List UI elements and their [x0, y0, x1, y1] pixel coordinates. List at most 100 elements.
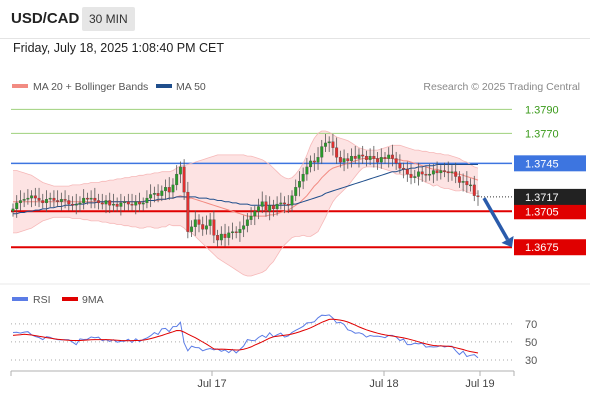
candle-body — [167, 187, 171, 193]
candle-body — [156, 193, 160, 196]
candle-body — [253, 211, 257, 217]
main-legend: MA 20 + Bollinger Bands MA 50 — [12, 81, 206, 93]
candle — [141, 197, 145, 211]
candle — [312, 153, 316, 172]
candle — [409, 163, 413, 185]
candle-body — [264, 201, 268, 212]
candle — [268, 196, 272, 221]
candle-body — [108, 200, 112, 206]
candle-body — [212, 219, 216, 236]
candles — [11, 133, 480, 247]
candle-body — [420, 171, 424, 175]
candle — [71, 196, 74, 211]
candle — [37, 187, 41, 208]
candle-body — [119, 202, 123, 207]
candle — [346, 153, 350, 169]
candle — [260, 191, 264, 214]
candle-body — [409, 173, 413, 178]
candle — [271, 199, 275, 217]
candle — [245, 213, 249, 233]
rsi-tick-label-70: 70 — [525, 319, 537, 331]
candle-body — [52, 197, 56, 201]
candle — [257, 198, 260, 220]
candle-body — [48, 197, 52, 200]
candle — [309, 155, 313, 173]
bollinger-lower-line — [13, 166, 478, 277]
candle-body — [338, 157, 342, 163]
candle-body — [286, 203, 290, 206]
last-price-label: 1.3717 — [525, 192, 559, 204]
candle-body — [394, 158, 398, 164]
candle — [33, 187, 37, 206]
forecast-arrow-head — [501, 236, 514, 248]
candle — [286, 195, 290, 214]
candle — [320, 139, 324, 164]
candle-body — [152, 193, 156, 195]
timeframe-button[interactable]: 30 MIN — [82, 7, 135, 31]
candle — [178, 161, 182, 184]
candle-body — [93, 197, 97, 201]
candle-body — [45, 199, 48, 204]
candle-body — [178, 166, 182, 175]
candle — [472, 175, 476, 202]
candle-body — [11, 208, 15, 212]
candle-body — [275, 203, 279, 210]
candle — [364, 150, 368, 167]
candle — [361, 145, 365, 164]
candle — [439, 165, 443, 180]
last-price-badge — [514, 188, 586, 205]
candle — [45, 190, 48, 212]
candle — [78, 196, 82, 212]
rsi-tick-label-50: 50 — [525, 337, 537, 349]
candle-body — [56, 200, 60, 202]
candle — [338, 150, 342, 168]
candle-body — [85, 197, 89, 200]
candle — [231, 222, 234, 240]
candle-body — [353, 155, 357, 159]
candle — [327, 136, 331, 152]
candle — [223, 223, 227, 247]
ma9-legend-swatch — [62, 297, 78, 301]
candle-body — [197, 219, 201, 225]
level-label-1-3705: 1.3705 — [525, 206, 559, 218]
candle-body — [324, 142, 327, 147]
candle — [264, 195, 268, 217]
candle — [279, 192, 283, 210]
candle — [134, 195, 138, 215]
moving-averages — [13, 130, 479, 277]
candle-body — [364, 155, 368, 160]
candle-body — [141, 202, 145, 205]
candle-body — [123, 201, 127, 204]
candle — [100, 193, 104, 210]
candle-body — [33, 195, 37, 199]
candle — [275, 196, 279, 216]
candle — [242, 215, 246, 238]
candle-body — [379, 157, 383, 163]
candle — [316, 147, 320, 170]
candle — [204, 215, 208, 235]
candle — [130, 193, 134, 211]
candle — [108, 192, 112, 214]
candle — [335, 137, 339, 164]
candle — [171, 178, 175, 199]
candle — [126, 193, 130, 211]
candle — [394, 151, 398, 170]
level-label-1-3745: 1.3745 — [525, 158, 559, 170]
candle-body — [238, 229, 242, 234]
credit-text: Research © 2025 Trading Central — [423, 81, 580, 93]
candle-body — [231, 231, 234, 234]
candle-body — [67, 200, 71, 205]
candle — [305, 157, 309, 181]
candle-body — [413, 176, 417, 178]
candle-body — [26, 197, 30, 200]
candle — [89, 190, 93, 209]
candle — [208, 213, 212, 235]
candle — [160, 185, 164, 202]
candle — [469, 178, 473, 192]
candle — [234, 226, 238, 239]
candle-body — [450, 171, 454, 174]
candle-body — [74, 203, 78, 206]
candle-body — [428, 173, 432, 176]
candle — [417, 162, 420, 186]
candle-body — [208, 219, 212, 226]
